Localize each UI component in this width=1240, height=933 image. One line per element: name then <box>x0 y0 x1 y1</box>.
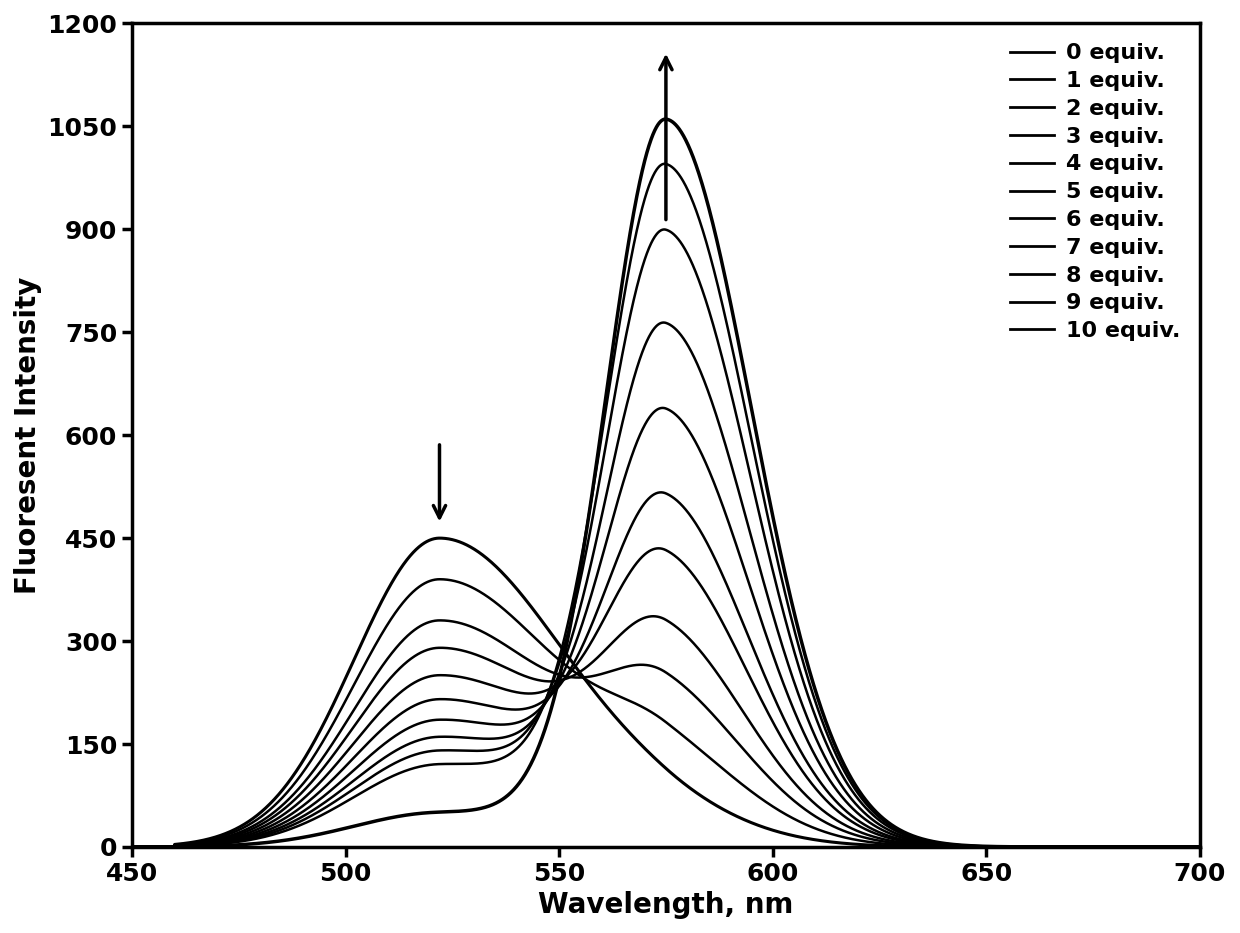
Legend: 0 equiv., 1 equiv., 2 equiv., 3 equiv., 4 equiv., 5 equiv., 6 equiv., 7 equiv., : 0 equiv., 1 equiv., 2 equiv., 3 equiv., … <box>1001 35 1189 350</box>
Y-axis label: Fluoresent Intensity: Fluoresent Intensity <box>14 276 42 594</box>
X-axis label: Wavelength, nm: Wavelength, nm <box>538 891 794 919</box>
